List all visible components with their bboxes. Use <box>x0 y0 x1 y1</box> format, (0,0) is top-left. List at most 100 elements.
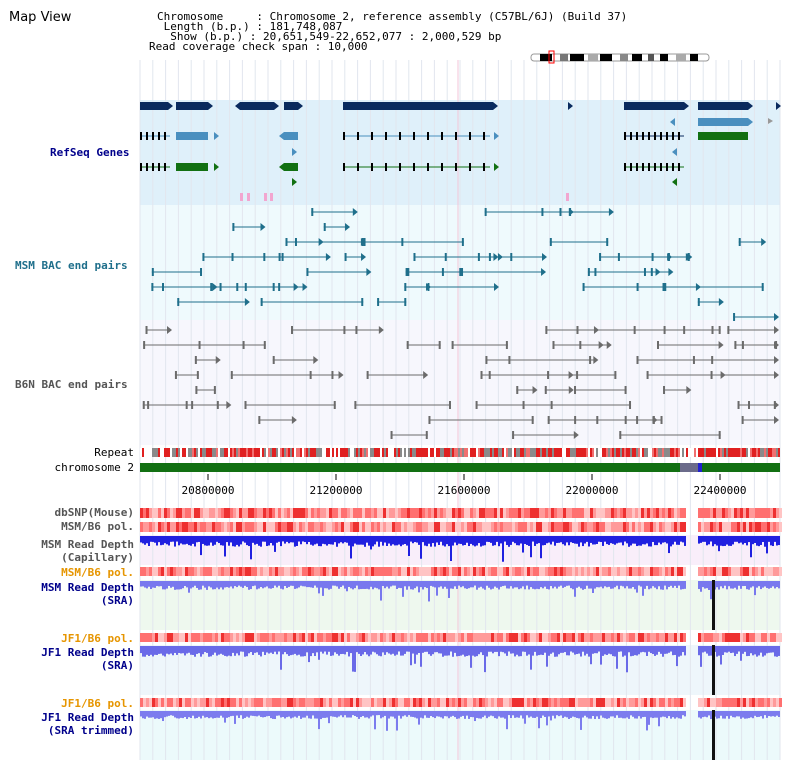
dbsnp-strip <box>386 508 389 518</box>
jf1-pol2-strip <box>272 698 275 707</box>
jf1-sra-depth <box>412 646 414 654</box>
msm-sra-depth <box>396 581 398 590</box>
jf1-trim-depth <box>710 711 712 720</box>
jf1-sra-depth <box>374 646 376 653</box>
jf1-trim-depth <box>546 711 548 726</box>
b6n-bac-pair-end <box>711 326 714 334</box>
jf1-pol-strip <box>746 633 749 642</box>
jf1-trim-depth <box>362 711 364 717</box>
jf1-pol2-strip <box>644 698 647 707</box>
b6n-bac-pair-end <box>574 386 577 394</box>
msm-bac-pair-end <box>404 283 407 291</box>
repeat-segment <box>504 448 506 457</box>
jf1-pol-strip <box>233 633 236 642</box>
exon <box>648 163 650 171</box>
msm-pol-strip <box>737 522 740 532</box>
jf1-trim-depth <box>658 711 660 727</box>
dbsnp-strip <box>194 508 197 518</box>
jf1-sra-depth <box>188 646 190 653</box>
jf1-trim-depth <box>426 711 428 718</box>
msm-sra-depth <box>416 581 418 587</box>
b6n-bac-pair-end <box>624 386 627 394</box>
dbsnp-strip <box>497 508 500 518</box>
msm-pol2-strip <box>476 567 479 576</box>
jf1-pol2-strip <box>542 698 545 707</box>
repeat-segment <box>190 448 192 457</box>
repeat-segment <box>428 448 430 457</box>
msm-pol2-strip <box>428 567 431 576</box>
jf1-pol-strip <box>581 633 584 642</box>
jf1-trim-depth <box>752 711 754 719</box>
jf1-sra-depth <box>566 646 568 656</box>
repeat-segment <box>538 448 540 457</box>
jf1-pol-strip <box>740 633 743 642</box>
jf1-pol-strip <box>218 633 221 642</box>
dbsnp-strip <box>770 508 773 518</box>
msm-pol-strip <box>608 522 611 532</box>
jf1-pol-strip <box>494 633 497 642</box>
msm-pol-strip <box>563 522 566 532</box>
dbsnp-strip <box>767 508 770 518</box>
jf1-pol-strip <box>503 633 506 642</box>
repeat-segment <box>184 448 186 457</box>
repeat-segment <box>614 448 616 457</box>
msm-pol-strip <box>521 522 524 532</box>
repeat-segment <box>488 448 490 457</box>
b6n-bac-pair-end <box>475 401 478 409</box>
msm-capillary-depth <box>166 536 168 545</box>
jf1-trim-depth <box>566 711 568 718</box>
msm-pol2-strip <box>347 567 350 576</box>
msm-pol-strip <box>566 522 569 532</box>
msm-sra-depth <box>384 581 386 589</box>
exon <box>385 132 387 140</box>
jf1-pol2-strip <box>440 698 443 707</box>
jf1-trim-depth <box>316 711 318 719</box>
jf1-sra-depth <box>772 646 774 653</box>
msm-capillary-depth <box>474 536 476 547</box>
msm-pol2-strip <box>203 567 206 576</box>
jf1-sra-depth <box>272 646 274 654</box>
jf1-depth-sra-sub-label: (SRA) <box>100 659 134 672</box>
jf1-sra-depth <box>556 646 558 657</box>
strand-arrow <box>672 148 677 156</box>
jf1-pol-strip <box>344 633 347 642</box>
msm-capillary-depth <box>186 536 188 544</box>
repeat-segment <box>170 448 172 457</box>
exon <box>469 132 471 140</box>
msm-pol2-strip <box>500 567 503 576</box>
msm-sra-depth <box>740 581 742 589</box>
msm-capillary-depth <box>542 536 544 546</box>
jf1-pol2-strip <box>758 698 761 707</box>
msm-pol-strip <box>761 522 764 532</box>
msm-capillary-depth <box>162 536 164 545</box>
jf1-trim-depth <box>774 711 776 717</box>
msm-pol2-strip <box>437 567 440 576</box>
jf1-pol-strip <box>758 633 761 642</box>
dbsnp-strip <box>263 508 266 518</box>
jf1-trim-depth <box>332 711 334 717</box>
jf1-pol-strip <box>677 633 680 642</box>
dbsnp-strip <box>482 508 485 518</box>
msm-sra-depth <box>570 581 572 589</box>
msm-sra-depth <box>638 581 640 586</box>
jf1-pol2-strip <box>293 698 296 707</box>
msm-sra-depth <box>574 581 576 597</box>
jf1-trim-depth <box>660 711 662 718</box>
repeat-segment <box>616 448 618 457</box>
msm-bac-pair-end <box>606 238 609 246</box>
msm-capillary-depth <box>514 536 516 544</box>
msm-sra-depth <box>268 581 270 589</box>
repeat-segment <box>644 448 646 457</box>
dbsnp-strip <box>461 508 464 518</box>
msm-pol2-strip <box>296 567 299 576</box>
msm-capillary-depth <box>176 536 178 542</box>
jf1-depth-sra-label: JF1 Read Depth <box>41 646 134 659</box>
msm-sra-depth <box>750 581 752 588</box>
jf1-trim-depth <box>304 711 306 718</box>
jf1-pol-strip <box>473 633 476 642</box>
msm-capillary-depth <box>484 536 486 546</box>
dbsnp-strip <box>419 508 422 518</box>
jf1-trim-depth <box>484 711 486 716</box>
jf1-sra-depth <box>610 646 612 655</box>
